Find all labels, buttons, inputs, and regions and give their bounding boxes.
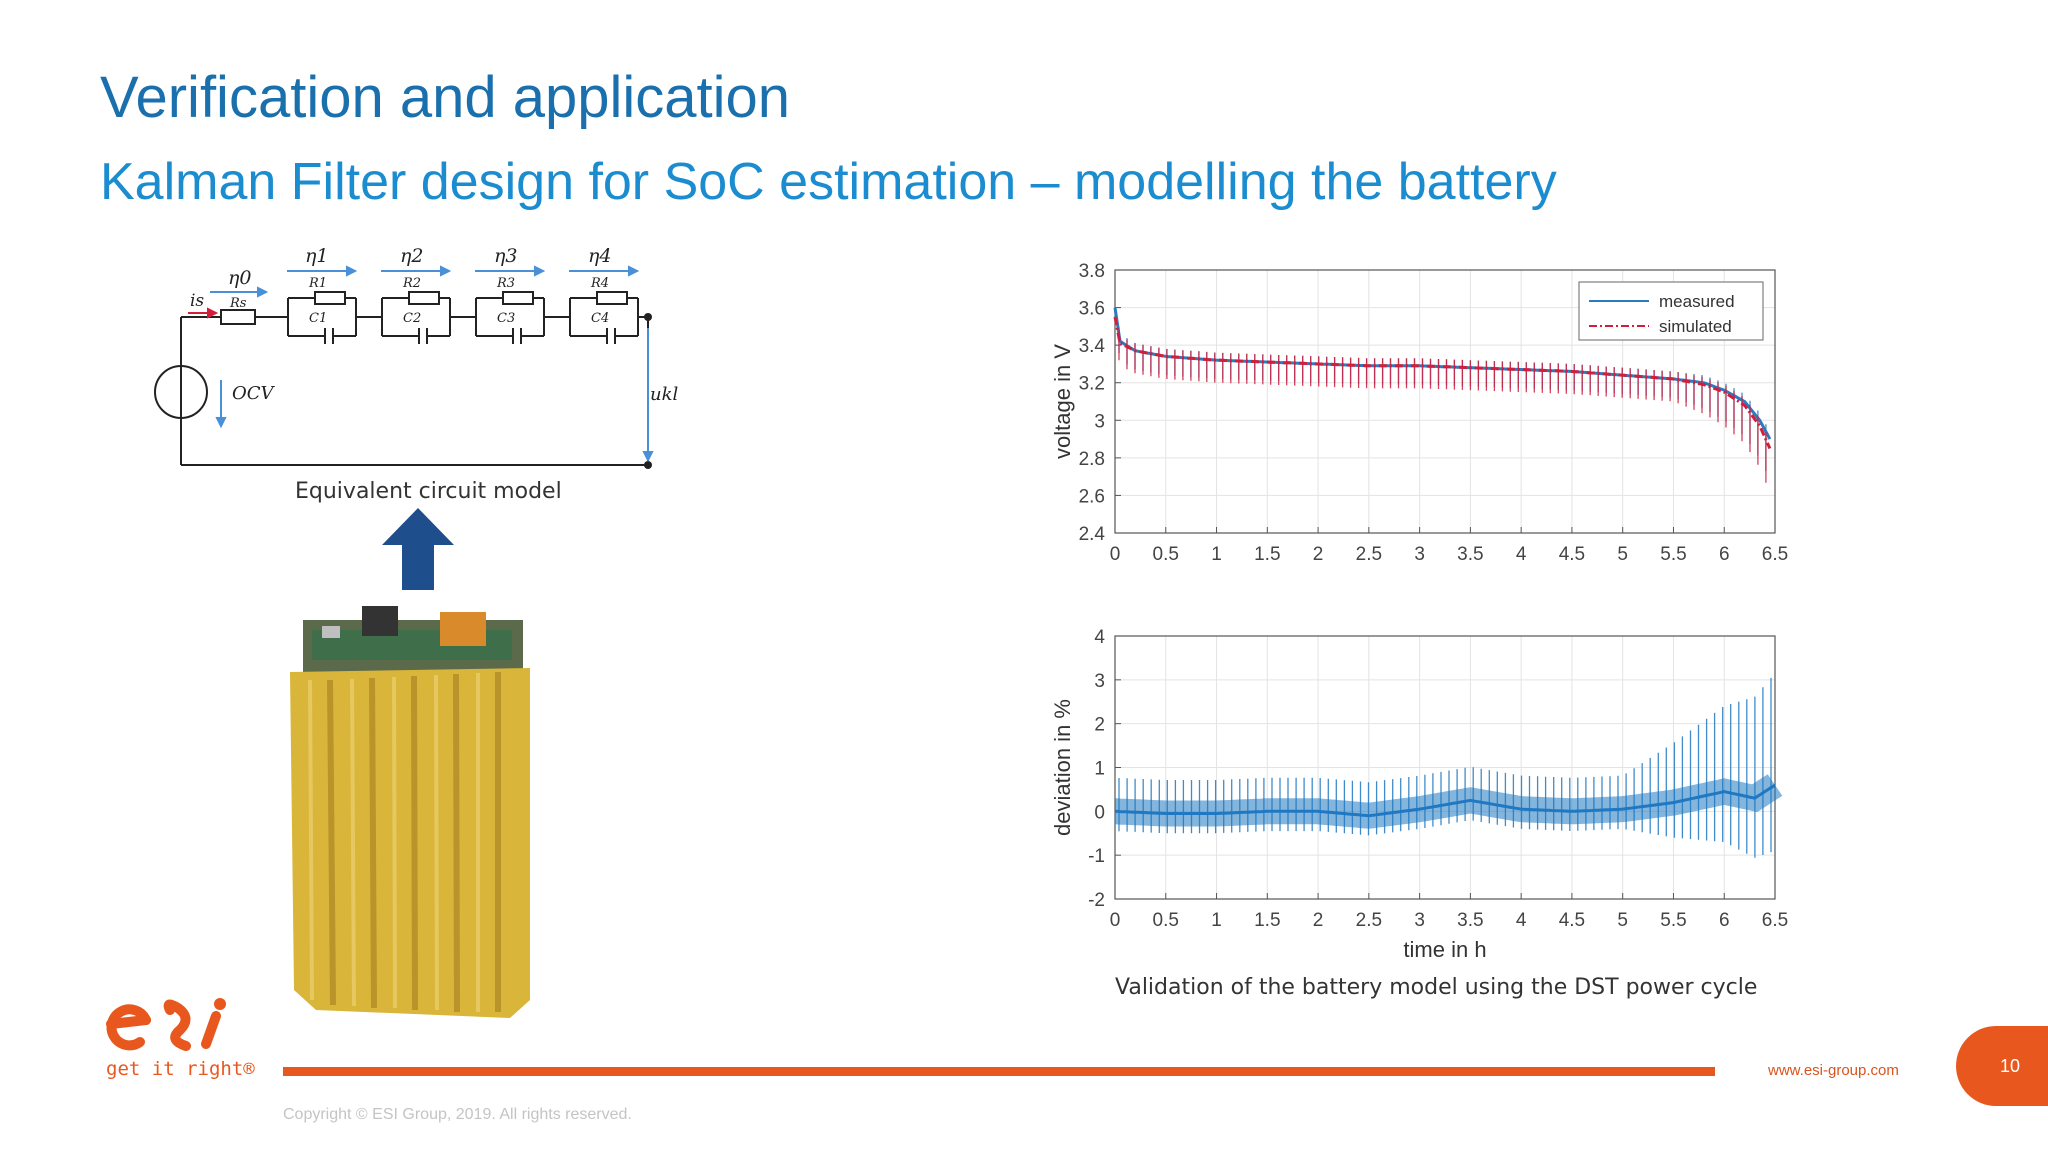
y-tick-label: 4	[1094, 627, 1105, 648]
circuit-label: η1	[305, 245, 328, 267]
footer-url-link[interactable]: www.esi-group.com	[1768, 1062, 1899, 1079]
x-tick-label: 4.5	[1559, 910, 1585, 931]
x-axis-label: time in h	[1403, 937, 1486, 962]
circuit-label: R2	[402, 276, 421, 291]
series-measured	[1113, 307, 1772, 471]
rc-element	[278, 291, 374, 344]
circuit-label: R3	[496, 276, 515, 291]
x-tick-label: 3	[1414, 910, 1425, 931]
x-tick-label: 0.5	[1153, 910, 1179, 931]
charts-caption: Validation of the battery model using th…	[1115, 975, 1758, 1000]
x-tick-label: 5	[1617, 910, 1628, 931]
y-tick-label: 2	[1094, 715, 1105, 736]
x-tick-label: 4	[1516, 910, 1527, 931]
circuit-label: ukl	[650, 384, 679, 405]
voltage-chart: 0 0.5 1 1.5 2 2.5 3 3.5 4 4.5 5 5.5 6 6.5 3.8 3.6 3.4 3.2…	[1050, 261, 1788, 565]
series-deviation	[1114, 677, 1783, 858]
circuit-caption: Equivalent circuit model	[295, 479, 562, 504]
x-tick-label: 3.5	[1457, 544, 1483, 565]
circuit-label: η0	[228, 267, 251, 289]
legend-box	[1578, 281, 1764, 341]
x-tick-label: 1	[1211, 544, 1222, 565]
circuit-label: is	[190, 291, 204, 311]
circuit-label: C1	[309, 311, 327, 326]
series-simulated	[1113, 316, 1772, 483]
x-tick-label: 6.5	[1762, 544, 1788, 565]
y-tick-label: -1	[1088, 846, 1105, 867]
x-tick-label: 0.5	[1153, 544, 1179, 565]
x-tick-label: 6	[1719, 544, 1730, 565]
logo-tagline: get it right®	[106, 1058, 255, 1080]
legend-label: simulated	[1659, 317, 1732, 336]
y-axis-label: deviation in %	[1050, 699, 1075, 836]
circuit-label: Rs	[229, 296, 247, 311]
circuit-label: η2	[400, 245, 423, 267]
series-line	[1113, 316, 1772, 450]
series-line	[1114, 783, 1776, 818]
x-tick-label: 1	[1211, 910, 1222, 931]
x-tick-label: 1.5	[1254, 544, 1280, 565]
series-pulses	[1118, 330, 1767, 483]
rc-element	[560, 291, 648, 344]
x-tick-label: 5.5	[1660, 544, 1686, 565]
copyright-text: Copyright © ESI Group, 2019. All rights …	[283, 1106, 632, 1123]
x-tick-label: 3	[1414, 544, 1425, 565]
x-tick-label: 1.5	[1254, 910, 1280, 931]
series-pulses	[1118, 326, 1767, 471]
y-tick-label: 3	[1094, 411, 1105, 432]
x-tick-label: 4.5	[1559, 544, 1585, 565]
x-tick-label: 6	[1719, 910, 1730, 931]
series-pulses	[1118, 677, 1772, 858]
y-tick-label: 2.8	[1079, 449, 1105, 470]
page-number-badge: 10	[1956, 1026, 2048, 1106]
plot-area	[1115, 270, 1775, 533]
x-tick-label: 2	[1313, 544, 1324, 565]
slide-subtitle: Kalman Filter design for SoC estimation …	[100, 153, 1557, 211]
x-tick-label: 2	[1313, 910, 1324, 931]
circuit-label: OCV	[232, 383, 276, 404]
plot-frame	[1114, 635, 1776, 900]
circuit-label: C4	[591, 311, 609, 326]
series-line	[1113, 307, 1772, 440]
slide-title: Verification and application	[100, 65, 791, 130]
footer-divider	[283, 1067, 1715, 1076]
y-tick-label: 0	[1094, 802, 1105, 823]
circuit-label: η4	[588, 245, 611, 267]
x-tick-label: 5.5	[1660, 910, 1686, 931]
y-tick-label: -2	[1088, 890, 1105, 911]
y-tick-label: 3.4	[1079, 336, 1106, 357]
x-tick-label: 0	[1110, 544, 1121, 565]
circuit-label: R1	[308, 276, 327, 291]
y-tick-label: 3.2	[1079, 374, 1105, 395]
circuit-label: C3	[497, 311, 515, 326]
legend: measured simulated	[1578, 281, 1764, 341]
y-axis-label: voltage in V	[1050, 344, 1075, 459]
x-tick-label: 0	[1110, 910, 1121, 931]
y-tick-label: 3.6	[1079, 299, 1105, 320]
circuit-label: η3	[494, 245, 517, 267]
x-tick-label: 5	[1617, 544, 1628, 565]
circuit-label: C2	[403, 311, 421, 326]
y-tick-label: 3.8	[1079, 261, 1105, 282]
rc-element	[466, 291, 562, 344]
circuit-label: R4	[590, 276, 609, 291]
y-tick-label: 2.6	[1079, 486, 1105, 507]
rc-element	[372, 291, 468, 344]
x-tick-label: 4	[1516, 544, 1527, 565]
x-tick-label: 3.5	[1457, 910, 1483, 931]
x-tick-label: 2.5	[1356, 910, 1382, 931]
plot-frame	[1114, 269, 1776, 534]
x-tick-label: 2.5	[1356, 544, 1382, 565]
deviation-chart: 0 0.5 1 1.5 2 2.5 3 3.5 4 4.5 5 5.5 6 6.5 4 3 2 1 0 -1 -2 dev…	[1050, 627, 1788, 962]
y-tick-label: 2.4	[1079, 524, 1106, 545]
y-tick-label: 1	[1094, 759, 1105, 780]
x-tick-label: 6.5	[1762, 910, 1788, 931]
plot-area	[1115, 636, 1775, 899]
y-tick-label: 3	[1094, 671, 1105, 692]
legend-label: measured	[1659, 292, 1735, 311]
series-band	[1114, 774, 1783, 829]
